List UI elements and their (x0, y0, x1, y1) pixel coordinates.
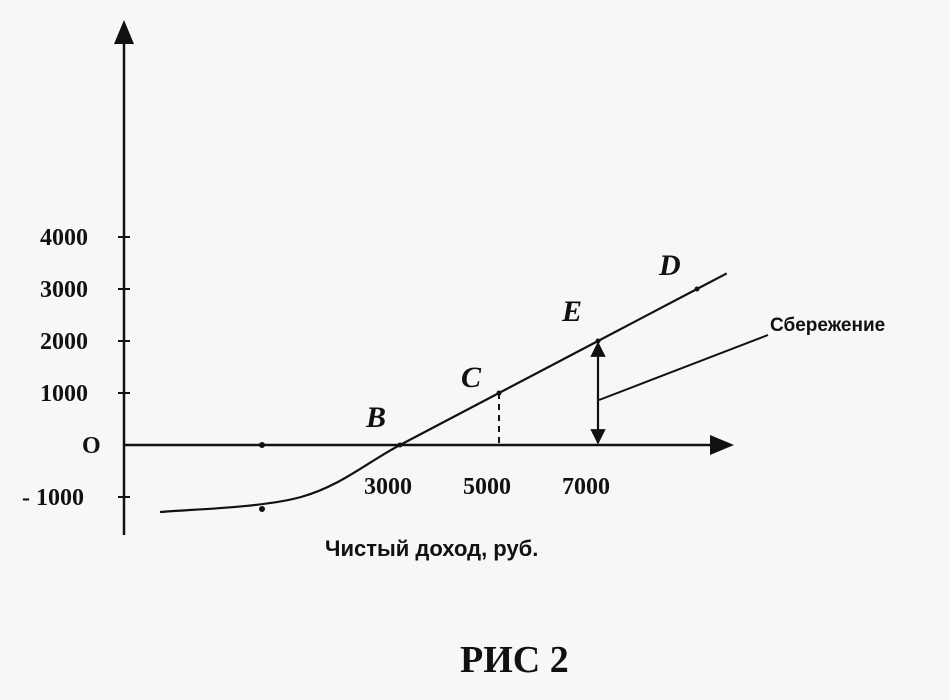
x-tick-label: 7000 (562, 474, 610, 500)
marker-dot (259, 506, 265, 512)
consumption-curve (159, 272, 728, 514)
y-tick-label: 1000 (40, 381, 88, 407)
savings-label: Сбережение (770, 315, 885, 336)
y-tick-label: 4000 (40, 225, 88, 251)
savings-leader-line (598, 334, 769, 401)
y-tick-label: - 1000 (22, 485, 84, 511)
point-c-dot (496, 390, 502, 396)
x-axis-arrow (710, 435, 734, 455)
point-d-dot (694, 286, 700, 292)
x-axis-label: Чистый доход, руб. (325, 536, 538, 561)
point-b-dot (397, 442, 403, 448)
x-tick-label: 3000 (364, 474, 412, 500)
figure-caption: РИС 2 (460, 639, 569, 681)
point-e-label: E (561, 295, 582, 328)
point-b-label: B (365, 401, 386, 434)
point-c-label: C (461, 361, 482, 394)
y-tick-label: 2000 (40, 329, 88, 355)
x-tick-label: 5000 (463, 474, 511, 500)
marker-dot (259, 442, 265, 448)
y-tick-label: 3000 (40, 277, 88, 303)
point-e-dot (595, 338, 601, 344)
point-d-label: D (658, 249, 681, 282)
y-axis-arrow (114, 20, 134, 44)
y-tick-label: O (82, 433, 101, 459)
